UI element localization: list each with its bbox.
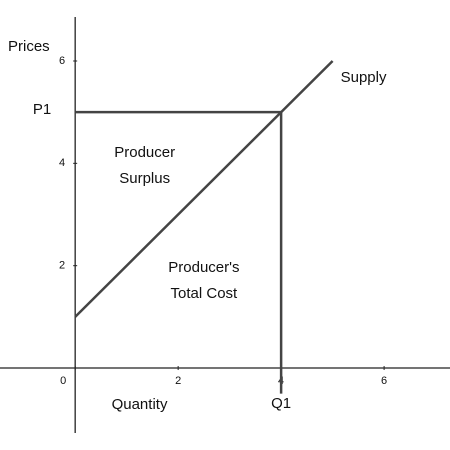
y-axis-label: Prices (8, 38, 50, 55)
x-tick-label: 2 (175, 375, 181, 387)
guide-label: Q1 (271, 395, 291, 412)
y-tick-label: 4 (59, 157, 65, 169)
series-label: Supply (341, 69, 387, 86)
x-axis-label: Quantity (112, 396, 168, 413)
annotation: Surplus (119, 170, 170, 187)
annotation: Producer's (168, 259, 239, 276)
annotation: Total Cost (171, 285, 239, 302)
annotation: Producer (114, 144, 175, 161)
supply-line (74, 60, 334, 318)
guide-label: P1 (33, 101, 51, 118)
y-tick-label: 6 (59, 55, 65, 67)
y-tick-label: 2 (59, 260, 65, 272)
x-tick-label: 6 (381, 375, 387, 387)
x-tick-label: 0 (60, 375, 66, 387)
